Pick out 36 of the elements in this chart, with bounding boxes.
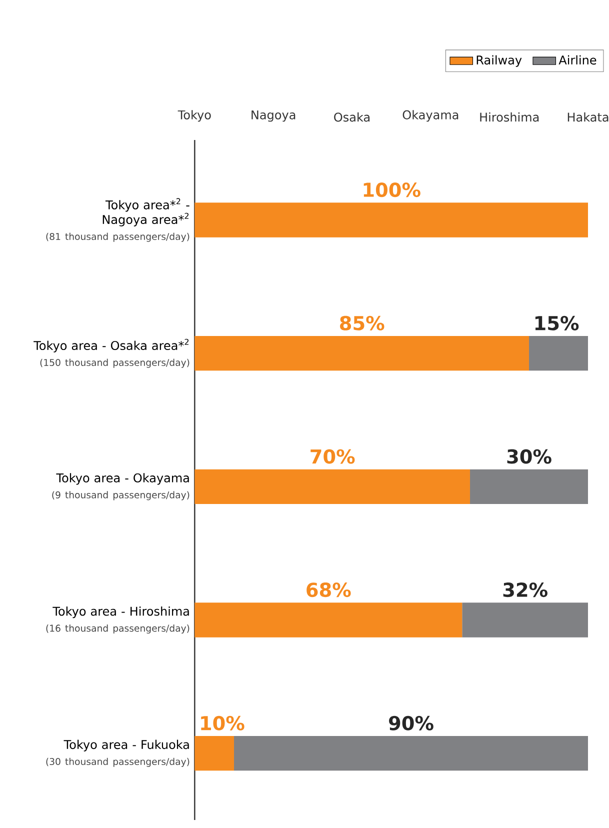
y-tick-label: Tokyo area - Hiroshima: [52, 606, 189, 618]
data-label: 68%: [306, 582, 351, 598]
text: Osaka: [334, 112, 370, 122]
data-label: 30%: [507, 449, 552, 464]
bar: [194, 602, 462, 638]
data-label: 15%: [535, 316, 579, 330]
text: (9 thousand passengers/day): [52, 491, 190, 500]
legend-label: Airline: [558, 55, 596, 65]
bar: [528, 336, 588, 371]
y-tick-label: Tokyo area*$^{2}$ - Nagoya area*$^{2}$: [102, 198, 190, 226]
text: Hakata: [568, 112, 608, 122]
bar: [470, 469, 588, 504]
bar: [194, 202, 588, 238]
y-tick-label: Tokyo area - Fukuoka: [64, 740, 189, 752]
data-label: 85%: [340, 316, 384, 330]
text: Nagoya: [252, 110, 296, 122]
text: Okayama: [402, 110, 458, 122]
data-label: 70%: [310, 449, 355, 464]
y-tick-label: Tokyo area - Okayama: [56, 473, 189, 485]
data-label: 90%: [389, 716, 434, 730]
text: Tokyo: [178, 110, 211, 122]
text: (150 thousand passengers/day): [40, 358, 190, 368]
text: Hiroshima: [480, 112, 539, 122]
text: (16 thousand passengers/day): [46, 624, 190, 634]
data-label: 10%: [201, 716, 244, 730]
bar: [462, 602, 588, 638]
text: (30 thousand passengers/day): [46, 758, 190, 767]
y-tick-label: Tokyo area - Osaka area*$^{2}$: [34, 338, 188, 352]
bar: [234, 736, 588, 771]
bar: [194, 336, 529, 371]
legend-label: Railway: [476, 55, 522, 67]
bar: [194, 469, 470, 504]
data-label: 100%: [364, 182, 420, 198]
text: (81 thousand passengers/day): [46, 232, 190, 242]
data-label: 32%: [503, 582, 548, 598]
bar: [194, 736, 234, 771]
